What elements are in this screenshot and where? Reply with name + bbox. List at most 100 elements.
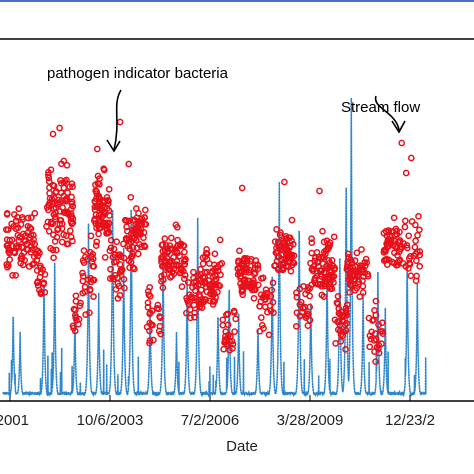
bacteria-point bbox=[353, 249, 361, 257]
bacteria-point bbox=[277, 229, 284, 236]
bacteria-point bbox=[113, 238, 121, 246]
bacteria-point bbox=[198, 278, 206, 286]
bacteria-point bbox=[340, 328, 347, 336]
bacteria-point bbox=[311, 274, 319, 282]
bacteria-point bbox=[378, 340, 385, 348]
bacteria-point bbox=[230, 307, 238, 315]
bacteria-point bbox=[67, 218, 75, 225]
bacteria-point bbox=[401, 223, 409, 231]
bacteria-point bbox=[56, 208, 64, 215]
bacteria-point bbox=[127, 238, 135, 246]
bacteria-point bbox=[342, 304, 350, 312]
bacteria-point bbox=[382, 256, 389, 263]
bacteria-point bbox=[407, 154, 415, 162]
bacteria-point bbox=[251, 269, 259, 277]
bacteria-point bbox=[308, 281, 316, 289]
bacteria-point bbox=[286, 257, 294, 265]
bacteria-point bbox=[402, 169, 410, 177]
x-axis-label: Date bbox=[226, 438, 258, 455]
bacteria-point bbox=[154, 301, 162, 309]
bacteria-point bbox=[33, 279, 41, 287]
bacteria-point bbox=[250, 282, 258, 290]
bacteria-point bbox=[413, 248, 421, 256]
bacteria-point bbox=[94, 221, 102, 229]
bacteria-point bbox=[91, 206, 99, 213]
bacteria-point bbox=[202, 249, 210, 257]
bacteria-point bbox=[238, 286, 246, 293]
bacteria-point bbox=[102, 219, 109, 227]
bacteria-point bbox=[21, 256, 29, 264]
bacteria-point bbox=[133, 214, 141, 222]
bacteria-point bbox=[375, 321, 382, 329]
bacteria-point bbox=[87, 232, 95, 240]
bacteria-point bbox=[344, 250, 352, 258]
bacteria-point bbox=[334, 318, 341, 326]
bacteria-point bbox=[402, 263, 410, 270]
bacteria-point bbox=[397, 245, 404, 253]
bacteria-point bbox=[90, 293, 97, 300]
bacteria-point bbox=[319, 260, 327, 267]
bacteria-point bbox=[12, 217, 20, 225]
bacteria-point bbox=[211, 250, 219, 258]
bacteria-point bbox=[105, 219, 113, 227]
bacteria-point bbox=[229, 345, 236, 352]
bacteria-point bbox=[351, 257, 359, 264]
bacteria-point bbox=[91, 198, 99, 205]
bacteria-point bbox=[103, 229, 111, 237]
bacteria-point bbox=[256, 327, 264, 335]
bacteria-point bbox=[158, 278, 165, 285]
bacteria-point bbox=[258, 321, 266, 329]
bacteria-point bbox=[129, 264, 137, 272]
bacteria-point bbox=[92, 187, 100, 194]
bacteria-point bbox=[410, 252, 418, 260]
bacteria-point bbox=[105, 185, 113, 193]
bacteria-point bbox=[206, 283, 214, 291]
bacteria-point bbox=[217, 271, 224, 279]
bacteria-point bbox=[138, 243, 145, 251]
bacteria-point bbox=[332, 340, 339, 347]
bacteria-point bbox=[203, 246, 210, 253]
bacteria-point bbox=[161, 235, 169, 242]
bacteria-point bbox=[264, 308, 271, 316]
bacteria-point bbox=[370, 337, 378, 344]
bacteria-point bbox=[293, 293, 301, 301]
bacteria-point bbox=[359, 289, 367, 296]
bacteria-point bbox=[224, 321, 232, 329]
bacteria-point bbox=[339, 332, 347, 340]
bacteria-point bbox=[372, 358, 379, 365]
bacteria-point bbox=[45, 227, 53, 235]
bacteria-point bbox=[132, 221, 139, 229]
bacteria-point bbox=[148, 307, 156, 315]
bacteria-point bbox=[130, 235, 138, 243]
bacteria-point bbox=[269, 298, 277, 306]
bacteria-point bbox=[238, 267, 246, 275]
bacteria-point bbox=[129, 244, 137, 251]
x-tick-label: 12/23/2 bbox=[385, 412, 435, 429]
bacteria-point bbox=[121, 216, 129, 224]
bacteria-point bbox=[196, 291, 203, 299]
bacteria-point bbox=[334, 292, 342, 300]
bacteria-point bbox=[50, 254, 57, 262]
bacteria-point bbox=[391, 231, 399, 239]
bacteria-point bbox=[406, 259, 413, 267]
bacteria-point bbox=[80, 259, 88, 266]
bacteria-point bbox=[220, 345, 227, 353]
bacteria-point bbox=[43, 223, 50, 230]
bacteria-point bbox=[366, 343, 374, 351]
bacteria-point bbox=[94, 179, 102, 187]
bacteria-point bbox=[390, 214, 398, 222]
bacteria-point bbox=[219, 316, 227, 324]
bacteria-point bbox=[414, 231, 421, 239]
bacteria-point bbox=[93, 238, 101, 246]
bacteria-point bbox=[191, 309, 198, 317]
bacteria-annotation: pathogen indicator bacteria bbox=[47, 65, 229, 82]
bacteria-annotation-arrowhead bbox=[106, 139, 121, 153]
bacteria-point bbox=[359, 277, 366, 284]
bacteria-point bbox=[379, 330, 387, 337]
bacteria-point bbox=[267, 307, 275, 315]
bacteria-point bbox=[81, 288, 89, 296]
bacteria-point bbox=[69, 202, 77, 210]
bacteria-point bbox=[144, 299, 152, 307]
bacteria-point bbox=[259, 274, 267, 282]
bacteria-point bbox=[60, 231, 67, 238]
